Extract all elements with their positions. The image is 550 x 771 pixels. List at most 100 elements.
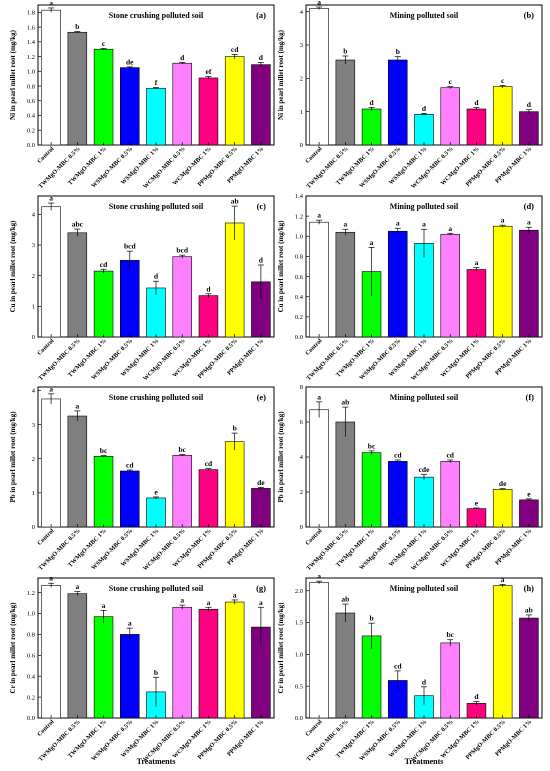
y-tick-label: 0.8 bbox=[27, 632, 35, 639]
significance-letter: e bbox=[154, 487, 158, 496]
category-label: Control bbox=[36, 145, 56, 165]
significance-letter: d bbox=[259, 255, 264, 264]
bar bbox=[492, 86, 513, 146]
y-tick-label: 0.0 bbox=[27, 142, 35, 149]
significance-letter: cd bbox=[394, 450, 402, 459]
bar bbox=[388, 59, 408, 146]
chart-panel-2: 0 1 2 3 4 Ni in pearl millet root (mg/kg) Mini… bbox=[277, 0, 543, 190]
category-label: Control bbox=[304, 145, 324, 165]
bar bbox=[440, 461, 460, 528]
significance-letter: a bbox=[370, 238, 374, 247]
chart-title: Stone crushing polluted soil bbox=[109, 584, 204, 593]
bar bbox=[67, 593, 88, 719]
chart-title: Mining polluted soil bbox=[390, 202, 459, 211]
y-tick-label: 4 bbox=[300, 9, 304, 16]
y-tick-label: 2 bbox=[300, 76, 303, 83]
bar bbox=[41, 585, 61, 719]
significance-letter: a bbox=[501, 575, 505, 584]
bar bbox=[41, 398, 61, 528]
significance-letter: a bbox=[317, 392, 321, 401]
bar bbox=[172, 62, 192, 146]
bar bbox=[172, 454, 192, 528]
y-tick-label: 2.0 bbox=[295, 588, 303, 595]
bar bbox=[519, 111, 539, 146]
y-tick-label: 3 bbox=[32, 422, 35, 429]
significance-letter: a bbox=[49, 574, 53, 583]
significance-letter: de bbox=[257, 478, 265, 487]
x-axis-label: Treatments bbox=[137, 757, 176, 766]
significance-letter: d bbox=[474, 692, 479, 701]
y-axis-label: Ni in pearl millet root (mg/kg) bbox=[277, 29, 285, 120]
y-axis-label: Cr in pearl millet root (mg/kg) bbox=[9, 602, 17, 694]
significance-letter: a bbox=[49, 0, 53, 7]
significance-letter: d bbox=[422, 677, 427, 686]
significance-letter: de bbox=[499, 479, 507, 488]
significance-letter: cd bbox=[205, 459, 213, 468]
significance-letter: bc bbox=[100, 446, 108, 455]
y-tick-label: 1.5 bbox=[295, 620, 303, 627]
bar bbox=[67, 31, 88, 146]
y-tick-label: 1 bbox=[32, 304, 35, 311]
y-tick-label: 0.4 bbox=[27, 673, 36, 680]
y-tick-label: 8 bbox=[300, 384, 303, 391]
y-tick-label: 1.2 bbox=[27, 590, 35, 597]
bar bbox=[146, 287, 166, 338]
significance-letter: c bbox=[449, 77, 453, 86]
x-axis-label: Treatments bbox=[405, 757, 444, 766]
y-tick-label: 1.0 bbox=[295, 233, 303, 240]
significance-letter: a bbox=[259, 598, 263, 607]
significance-letter: bc bbox=[178, 445, 186, 454]
category-label: Control bbox=[304, 527, 324, 547]
bar bbox=[335, 231, 356, 338]
y-tick-label: 0.5 bbox=[295, 683, 303, 690]
significance-letter: a bbox=[75, 582, 79, 591]
y-tick-label: 0.0 bbox=[295, 334, 303, 341]
y-tick-label: 1 bbox=[32, 490, 35, 497]
y-tick-label: 2 bbox=[32, 456, 35, 463]
y-tick-label: 0.6 bbox=[27, 653, 36, 660]
significance-letter: d bbox=[154, 272, 159, 281]
bar bbox=[198, 77, 219, 146]
bar bbox=[93, 48, 114, 146]
bar bbox=[120, 470, 140, 528]
category-label: Control bbox=[36, 337, 56, 357]
significance-letter: bc bbox=[368, 441, 376, 450]
y-axis-label: Pb in pearl millet root (mg/kg) bbox=[277, 411, 285, 503]
y-tick-label: 4 bbox=[32, 212, 36, 219]
panel-label: (c) bbox=[257, 201, 267, 211]
y-tick-label: 0.6 bbox=[295, 274, 304, 281]
bar bbox=[414, 114, 434, 146]
bar bbox=[251, 488, 271, 528]
y-tick-label: 1.0 bbox=[27, 611, 35, 618]
y-tick-label: 2 bbox=[32, 273, 35, 280]
y-tick-label: 1.0 bbox=[27, 69, 35, 76]
significance-letter: b bbox=[233, 424, 237, 433]
bar bbox=[466, 108, 487, 146]
bar bbox=[120, 260, 140, 338]
y-tick-label: 1 bbox=[300, 109, 303, 116]
bar bbox=[224, 601, 245, 719]
significance-letter: abc bbox=[72, 220, 84, 229]
significance-letter: ab bbox=[341, 398, 349, 407]
bar bbox=[198, 609, 219, 719]
y-tick-label: 1.6 bbox=[27, 24, 36, 31]
significance-letter: cd bbox=[100, 260, 108, 269]
y-tick-label: 1.4 bbox=[295, 193, 304, 200]
category-label: Control bbox=[36, 527, 56, 547]
significance-letter: f bbox=[155, 78, 158, 87]
y-tick-label: 0.0 bbox=[295, 715, 303, 722]
significance-letter: d bbox=[369, 98, 374, 107]
bar bbox=[93, 270, 114, 338]
bar bbox=[440, 233, 460, 338]
significance-letter: a bbox=[207, 598, 211, 607]
significance-letter: bcd bbox=[176, 246, 189, 255]
chart-title: Mining polluted soil bbox=[390, 11, 459, 20]
significance-letter: a bbox=[317, 572, 321, 581]
bar bbox=[146, 87, 166, 146]
y-tick-label: 2 bbox=[300, 489, 303, 496]
y-tick-label: 0.4 bbox=[27, 113, 36, 120]
significance-letter: c bbox=[102, 39, 106, 48]
significance-letter: b bbox=[396, 47, 400, 56]
chart-title: Stone crushing polluted soil bbox=[109, 11, 204, 20]
